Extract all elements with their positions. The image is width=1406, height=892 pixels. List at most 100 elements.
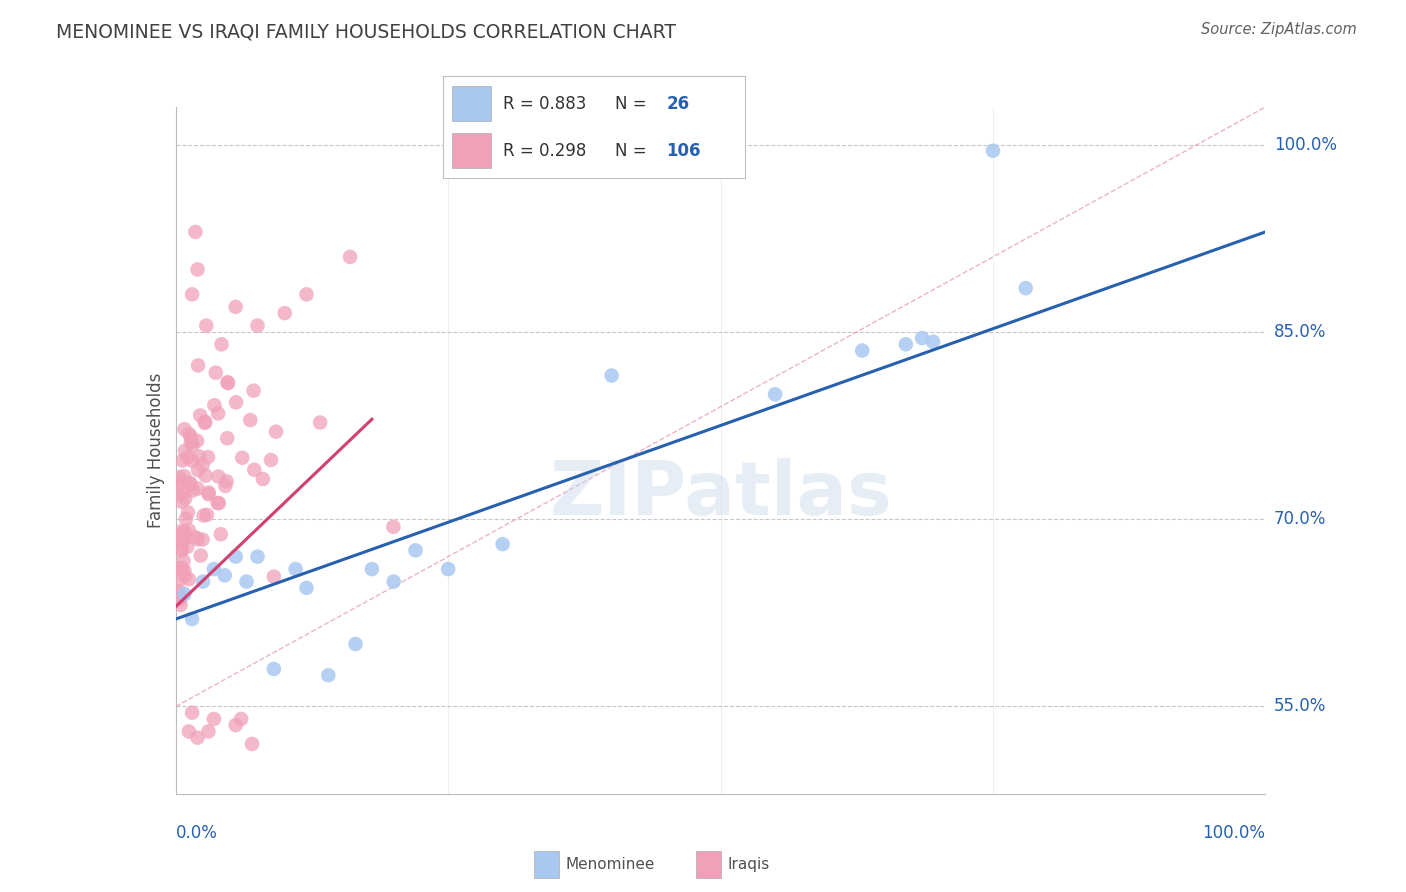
- Text: 85.0%: 85.0%: [1274, 323, 1326, 341]
- Point: [204, 366, 226, 380]
- Point: [263, 662, 285, 676]
- Point: [194, 468, 217, 483]
- Point: [225, 549, 247, 564]
- Point: [184, 225, 207, 239]
- Point: [344, 637, 367, 651]
- Point: [180, 430, 202, 444]
- Point: [264, 425, 287, 439]
- Point: [209, 527, 232, 541]
- Point: [181, 483, 204, 498]
- Text: 0.0%: 0.0%: [176, 824, 218, 842]
- Point: [177, 523, 200, 537]
- Point: [197, 724, 219, 739]
- Point: [170, 561, 193, 575]
- Point: [600, 368, 623, 383]
- Text: N =: N =: [616, 95, 652, 112]
- Point: [190, 549, 212, 563]
- Point: [169, 598, 191, 612]
- Point: [202, 712, 225, 726]
- Point: [173, 422, 195, 436]
- Point: [851, 343, 873, 358]
- Point: [284, 562, 307, 576]
- Point: [187, 533, 209, 547]
- Point: [167, 586, 190, 600]
- Point: [193, 508, 215, 523]
- Point: [186, 262, 209, 277]
- Point: [202, 398, 225, 412]
- Point: [309, 416, 332, 430]
- Point: [197, 487, 219, 501]
- Point: [225, 718, 247, 732]
- Point: [174, 491, 197, 506]
- Point: [170, 524, 193, 538]
- Point: [763, 387, 786, 401]
- Point: [170, 494, 193, 508]
- Point: [170, 541, 193, 556]
- Point: [187, 463, 209, 477]
- Point: [173, 564, 195, 578]
- Text: Menominee: Menominee: [565, 857, 655, 871]
- Point: [186, 434, 208, 448]
- Bar: [534, 851, 560, 878]
- Text: 55.0%: 55.0%: [1274, 698, 1326, 715]
- Point: [207, 406, 229, 420]
- Point: [170, 544, 193, 558]
- Point: [211, 337, 233, 351]
- Point: [173, 587, 195, 601]
- Point: [382, 520, 405, 534]
- Text: 26: 26: [666, 95, 690, 112]
- Point: [172, 475, 194, 490]
- Point: [214, 479, 236, 493]
- Point: [173, 469, 195, 483]
- Text: 100.0%: 100.0%: [1274, 136, 1337, 153]
- Point: [181, 454, 204, 468]
- Point: [186, 731, 209, 745]
- Point: [172, 453, 194, 467]
- Point: [180, 434, 202, 449]
- Bar: [696, 851, 721, 878]
- Point: [295, 581, 318, 595]
- Point: [167, 584, 190, 599]
- Point: [173, 569, 195, 583]
- Bar: [451, 133, 491, 168]
- Point: [181, 612, 204, 626]
- Point: [1015, 281, 1038, 295]
- Text: Iraqis: Iraqis: [728, 857, 770, 871]
- Point: [188, 409, 211, 423]
- Point: [252, 472, 274, 486]
- Bar: [451, 87, 491, 121]
- Point: [170, 529, 193, 543]
- Point: [405, 543, 427, 558]
- Point: [174, 443, 197, 458]
- Point: [173, 528, 195, 542]
- Point: [242, 384, 264, 398]
- Text: 106: 106: [666, 142, 702, 160]
- Point: [208, 496, 231, 510]
- Text: ZIPatlas: ZIPatlas: [550, 458, 891, 531]
- Point: [981, 144, 1004, 158]
- Point: [295, 287, 318, 301]
- Point: [167, 487, 190, 501]
- Point: [187, 482, 209, 496]
- Point: [169, 470, 191, 484]
- Point: [214, 568, 236, 582]
- Point: [195, 508, 218, 522]
- Point: [217, 376, 239, 391]
- Point: [169, 591, 191, 606]
- Point: [225, 300, 247, 314]
- Point: [263, 569, 285, 583]
- Point: [167, 592, 190, 607]
- Point: [177, 572, 200, 586]
- Text: 100.0%: 100.0%: [1202, 824, 1265, 842]
- Point: [246, 549, 269, 564]
- Text: N =: N =: [616, 142, 652, 160]
- Point: [202, 562, 225, 576]
- Text: MENOMINEE VS IRAQI FAMILY HOUSEHOLDS CORRELATION CHART: MENOMINEE VS IRAQI FAMILY HOUSEHOLDS COR…: [56, 22, 676, 41]
- Point: [239, 413, 262, 427]
- Point: [181, 706, 204, 720]
- Point: [339, 250, 361, 264]
- Point: [167, 476, 190, 491]
- Point: [231, 450, 253, 465]
- Point: [194, 416, 217, 430]
- Point: [172, 533, 194, 548]
